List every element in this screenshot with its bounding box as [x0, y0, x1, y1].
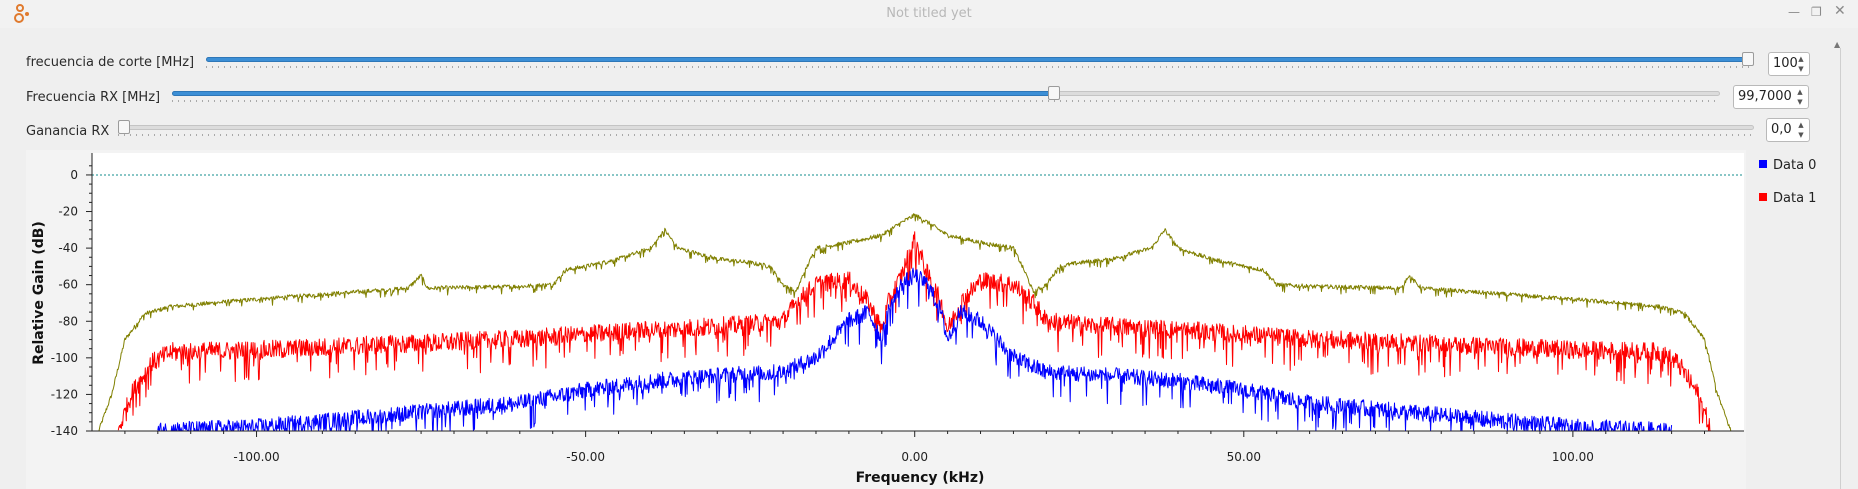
- x-axis-label: Frequency (kHz): [856, 470, 985, 486]
- legend-swatch: [1759, 193, 1767, 201]
- x-tick-label: -50.00: [566, 450, 605, 464]
- rx-gain-spinbox[interactable]: ▲ ▼: [1766, 118, 1810, 142]
- legend-item-data-0[interactable]: Data 0: [1759, 158, 1816, 173]
- cutoff-frequency-label: frecuencia de corte [MHz]: [26, 55, 195, 70]
- spin-down-icon[interactable]: ▼: [1798, 65, 1804, 73]
- y-tick-label: -100: [51, 351, 78, 365]
- y-tick-label: -120: [51, 387, 78, 401]
- slider-handle[interactable]: [118, 120, 130, 134]
- y-tick-label: -60: [58, 278, 78, 292]
- y-axis-label: Relative Gain (dB): [31, 221, 47, 365]
- series-line-2: [98, 213, 1732, 432]
- series-line-0: [157, 267, 1673, 432]
- legend-swatch: [1759, 160, 1767, 168]
- x-tick-label: 100.00: [1552, 450, 1594, 464]
- axes-layer: -100.00 -50.00 0.00 50.00 100.00 0 -20 -40 -60 -8…: [51, 153, 1744, 464]
- title-bar: Not titled yet — ❐ ✕: [0, 0, 1858, 28]
- x-tick-label: 0.00: [901, 450, 928, 464]
- y-tick-label: -140: [51, 424, 78, 438]
- rx-gain-input[interactable]: [1771, 122, 1801, 137]
- spin-up-icon[interactable]: ▲: [1798, 121, 1804, 129]
- legend-label: Data 1: [1773, 191, 1817, 206]
- y-tick-label: 0: [70, 168, 78, 182]
- series-line-1: [117, 231, 1712, 432]
- x-tick-label: -100.00: [233, 450, 279, 464]
- spin-down-icon[interactable]: ▼: [1798, 131, 1804, 139]
- rx-frequency-input[interactable]: [1738, 89, 1798, 104]
- spin-up-icon[interactable]: ▲: [1798, 55, 1804, 63]
- spin-down-icon[interactable]: ▼: [1797, 98, 1803, 106]
- maximize-icon[interactable]: ❐: [1811, 5, 1822, 19]
- window-title: Not titled yet: [886, 6, 972, 21]
- series-layer: [98, 213, 1732, 432]
- rx-frequency-slider[interactable]: [172, 86, 1720, 104]
- y-tick-label: -40: [58, 241, 78, 255]
- slider-ticks: [118, 134, 1754, 136]
- y-tick-label: -80: [58, 314, 78, 328]
- scroll-up-icon[interactable]: ▲: [1834, 40, 1841, 49]
- rx-gain-label: Ganancia RX: [26, 124, 110, 139]
- legend-label: Data 0: [1773, 158, 1817, 173]
- cutoff-frequency-slider[interactable]: [206, 52, 1754, 70]
- slider-handle[interactable]: [1048, 86, 1060, 100]
- close-icon[interactable]: ✕: [1834, 3, 1846, 19]
- cutoff-frequency-spinbox[interactable]: ▲ ▼: [1768, 52, 1810, 76]
- cutoff-frequency-input[interactable]: [1773, 56, 1801, 71]
- slider-ticks: [206, 66, 1754, 68]
- vertical-scrollbar[interactable]: [1840, 48, 1841, 489]
- minimize-icon[interactable]: —: [1788, 5, 1800, 19]
- slider-ticks: [172, 100, 1720, 102]
- rx-frequency-spinbox[interactable]: ▲ ▼: [1733, 85, 1809, 109]
- x-tick-label: 50.00: [1227, 450, 1261, 464]
- y-tick-label: -20: [58, 205, 78, 219]
- legend-item-data-1[interactable]: Data 1: [1759, 191, 1816, 206]
- rx-gain-slider[interactable]: [118, 120, 1754, 138]
- spin-up-icon[interactable]: ▲: [1797, 88, 1803, 96]
- slider-handle[interactable]: [1742, 52, 1754, 66]
- gnuradio-app-icon: [14, 4, 29, 23]
- rx-frequency-label: Frecuencia RX [MHz]: [26, 90, 161, 105]
